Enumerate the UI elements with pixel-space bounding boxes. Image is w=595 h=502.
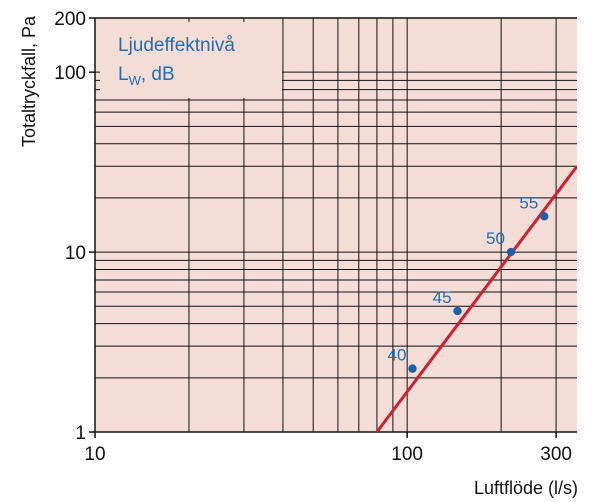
- legend-line1: Ljudeffektnivå: [118, 35, 235, 56]
- point-label: 55: [519, 193, 538, 212]
- y-axis-title: Totaltryckfall, Pa: [19, 15, 39, 147]
- data-point: [506, 247, 516, 257]
- series-line: [375, 165, 577, 432]
- data-point: [408, 364, 417, 373]
- legend-main: L: [118, 64, 129, 85]
- point-label: 40: [388, 346, 407, 365]
- y-tick-label: 100: [54, 63, 86, 84]
- series: [375, 165, 577, 432]
- x-tick-label: 300: [540, 444, 572, 465]
- x-tick-label: 10: [84, 444, 105, 465]
- legend: Ljudeffektnivå LW, dB: [100, 22, 282, 98]
- data-point: [453, 306, 462, 316]
- y-tick-label: 10: [65, 243, 86, 264]
- x-tick-label: 100: [391, 444, 423, 465]
- data-point: [540, 212, 549, 221]
- point-label: 50: [486, 229, 505, 248]
- legend-line2: LW, dB: [118, 64, 175, 88]
- legend-suffix: , dB: [141, 64, 175, 85]
- point-label: 45: [433, 288, 452, 307]
- x-axis-title: Luftflöde (l/s): [474, 478, 578, 498]
- data-points: 40 45 50 55: [388, 193, 549, 373]
- legend-background: [100, 22, 282, 98]
- y-tick-label: 200: [54, 9, 86, 30]
- legend-sub: W: [129, 73, 142, 88]
- y-tick-label: 1: [75, 423, 86, 444]
